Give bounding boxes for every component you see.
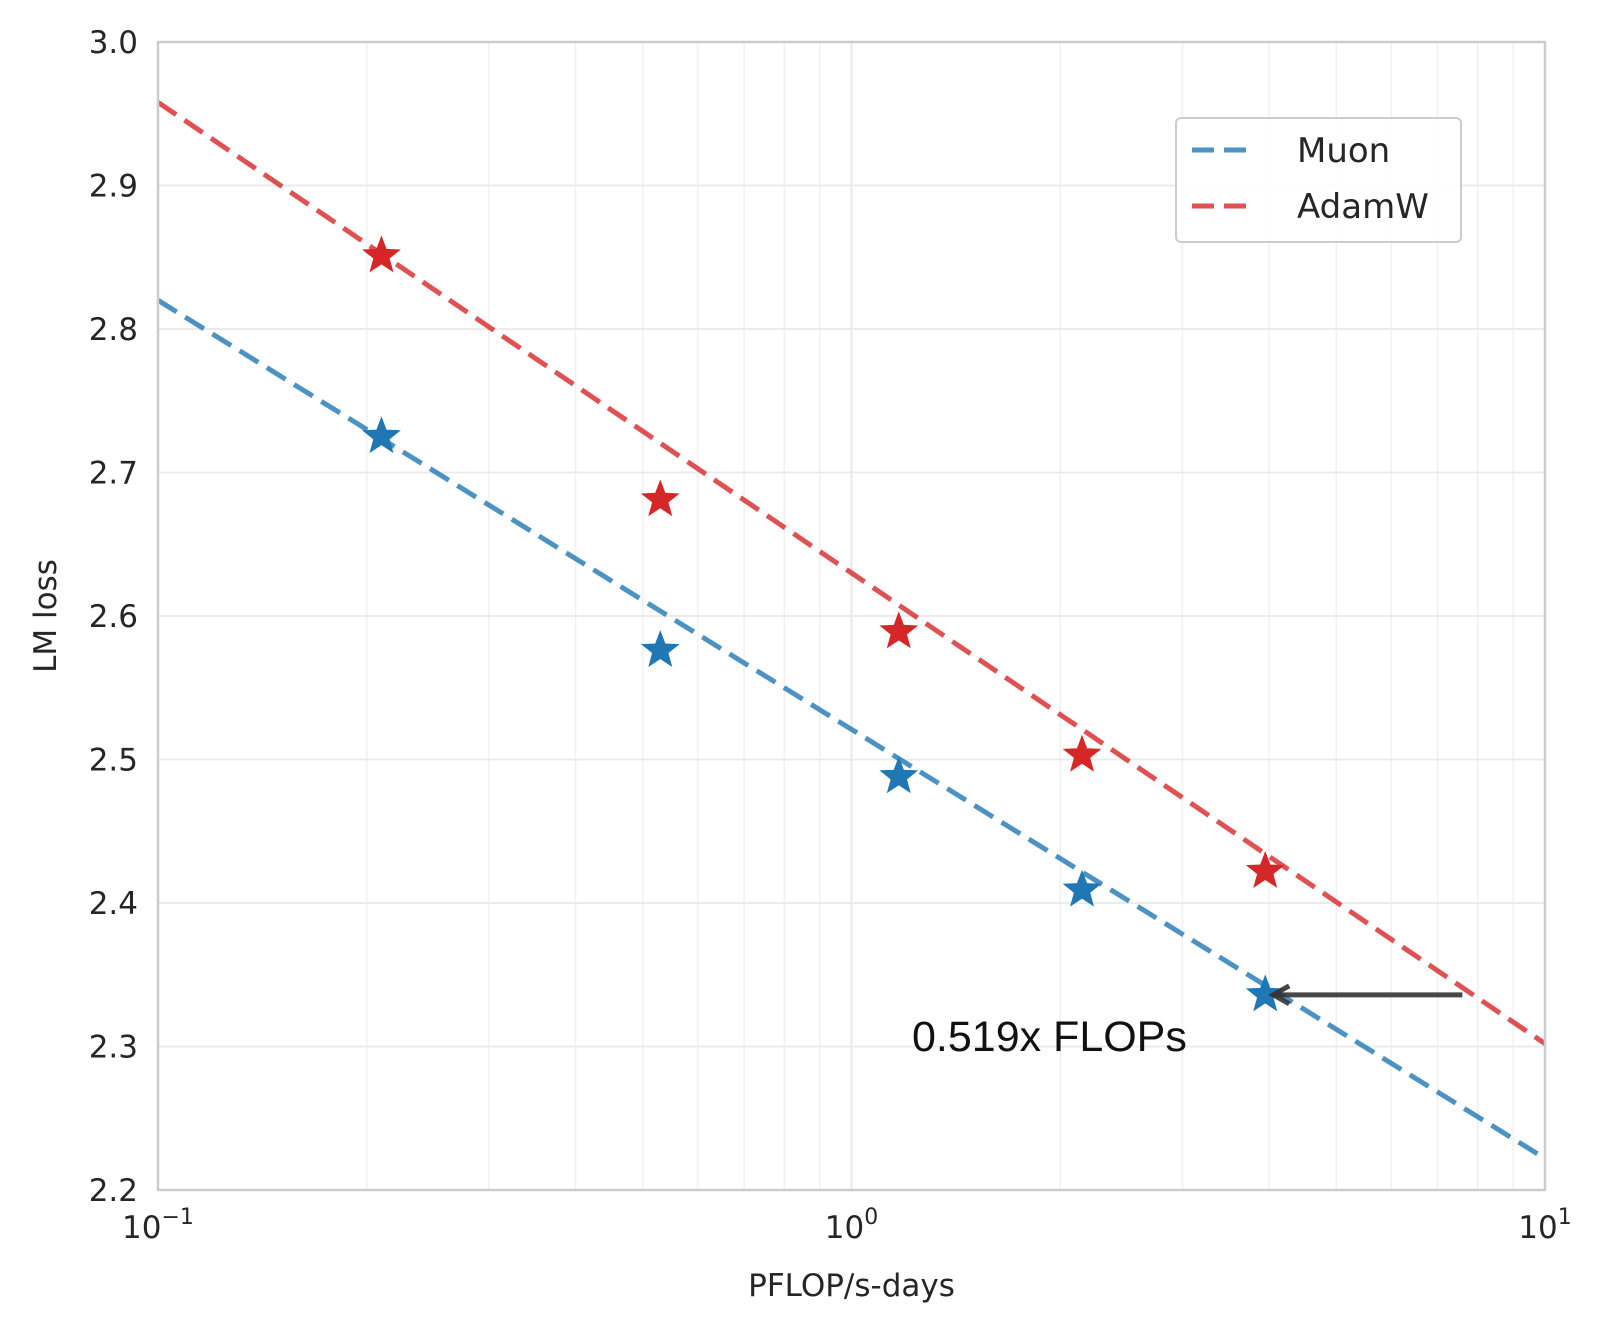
y-tick-label: 2.6: [89, 599, 138, 635]
fit-line-adamw: [156, 100, 1547, 1046]
x-tick-labels: 10−1 100 101: [122, 1205, 1572, 1246]
legend-label-adamw: AdamW: [1297, 187, 1429, 227]
point-muon: [1062, 869, 1102, 907]
legend-label-muon: Muon: [1297, 131, 1390, 171]
y-tick-label: 2.7: [89, 456, 138, 492]
y-tick-label: 3.0: [89, 25, 138, 61]
legend-box: [1175, 117, 1462, 243]
point-muon: [1245, 974, 1285, 1012]
x-tick-label: 10−1: [122, 1205, 194, 1246]
y-tick-label: 2.5: [89, 743, 138, 779]
y-tick-label: 2.4: [89, 886, 138, 922]
plot-frame: [156, 40, 1547, 1192]
x-tick-label: 100: [825, 1205, 878, 1246]
point-adamw: [879, 611, 919, 649]
x-tick-label: 101: [1518, 1205, 1571, 1246]
y-tick-labels: 2.2 2.3 2.4 2.5 2.6 2.7 2.8 2.9 3.0: [89, 25, 138, 1209]
point-adamw: [1062, 734, 1102, 772]
y-axis-label: LM loss: [28, 559, 64, 673]
point-muon: [362, 416, 401, 454]
point-adamw: [362, 235, 401, 273]
x-axis-label: PFLOP/s-days: [748, 1268, 955, 1304]
point-adamw: [1245, 851, 1285, 888]
data-points: [362, 235, 1285, 1012]
annotation: 0.519x FLOPs: [912, 983, 1463, 1061]
y-tick-label: 2.3: [89, 1030, 138, 1066]
annotation-text: 0.519x FLOPs: [912, 1013, 1187, 1061]
y-tick-label: 2.9: [89, 169, 138, 205]
point-adamw: [640, 479, 680, 517]
annotation-arrow-head: [1268, 983, 1291, 1007]
point-muon: [879, 756, 919, 794]
y-tick-label: 2.2: [89, 1173, 138, 1209]
point-muon: [640, 630, 680, 667]
legend: Muon AdamW: [1175, 117, 1462, 243]
y-tick-label: 2.8: [89, 312, 138, 348]
